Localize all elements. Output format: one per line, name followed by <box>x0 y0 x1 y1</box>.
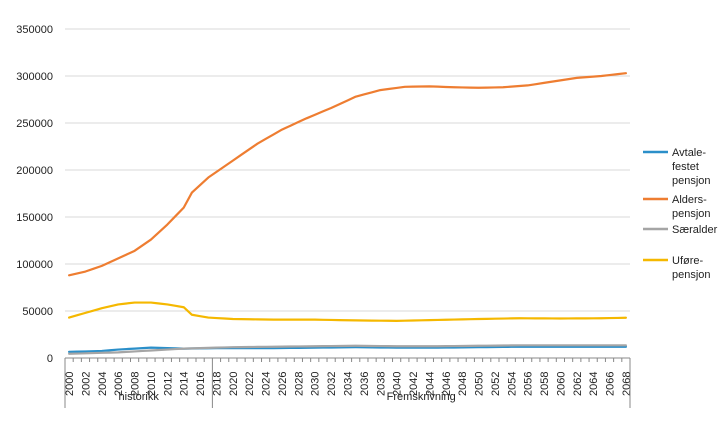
x-tick-label: 2018 <box>211 372 223 396</box>
x-tick-label: 2048 <box>457 372 469 396</box>
x-tick-label: 2066 <box>605 372 617 396</box>
x-tick-label: 2036 <box>359 372 371 396</box>
x-tick-label: 2068 <box>621 372 633 396</box>
x-tick-label: 2038 <box>375 372 387 396</box>
legend-label: Avtale- <box>672 147 706 159</box>
x-tick-label: 2046 <box>441 372 453 396</box>
legend-label: Uføre- <box>672 255 704 267</box>
x-tick-label: 2044 <box>424 372 436 396</box>
y-tick-label: 100000 <box>16 259 53 271</box>
gridlines <box>65 28 630 312</box>
x-tick-label: 2004 <box>97 372 109 396</box>
x-tick-label: 2012 <box>162 372 174 396</box>
y-tick-label: 0 <box>47 353 53 365</box>
legend: Avtale-festetpensjonAlders-pensjonSærald… <box>643 147 718 281</box>
legend-label: Særalder <box>672 224 718 236</box>
y-tick-label: 200000 <box>16 165 53 177</box>
legend-item-uføre-pensjon: Uføre-pensjon <box>643 255 711 281</box>
series-line-alders-pensjon <box>67 72 628 277</box>
y-tick-label: 150000 <box>16 212 53 224</box>
x-tick-label: 2032 <box>326 372 338 396</box>
x-tick-label: 2000 <box>64 372 76 396</box>
legend-label: festet <box>672 161 699 173</box>
y-axis: 0 50000 100000 150000 200000 250000 300000 3500… <box>16 24 53 365</box>
series-lines <box>67 72 628 355</box>
y-tick-label: 250000 <box>16 118 53 130</box>
x-tick-label: 2006 <box>113 372 125 396</box>
x-tick-label: 2050 <box>474 372 486 396</box>
x-tick-label: 2060 <box>555 372 567 396</box>
x-axis: 2000 2002 2004 2006 2008 2010 2012 2014 2016 2018… <box>64 357 633 396</box>
x-tick-label: 2056 <box>523 372 535 396</box>
x-tick-label: 2040 <box>392 372 404 396</box>
y-tick-label: 300000 <box>16 71 53 83</box>
group-label-historikk: historikk <box>119 391 160 403</box>
legend-label: pensjon <box>672 175 711 187</box>
y-tick-label: 350000 <box>16 24 53 36</box>
x-tick-label: 2008 <box>130 372 142 396</box>
x-tick-label: 2062 <box>572 372 584 396</box>
x-tick-label: 2034 <box>343 372 355 396</box>
legend-item-særalder: Særalder <box>643 224 718 236</box>
x-tick-label: 2052 <box>490 372 502 396</box>
series-line-særalder <box>67 344 628 355</box>
x-group-labels: historikk Fremskrivning <box>64 362 631 408</box>
x-tick-label: 2054 <box>506 372 518 396</box>
group-label-fremskrivning: Fremskrivning <box>387 391 456 403</box>
x-tick-label: 2058 <box>539 372 551 396</box>
legend-label: Alders- <box>672 194 707 206</box>
y-tick-label: 50000 <box>22 306 53 318</box>
x-tick-label: 2028 <box>293 372 305 396</box>
x-tick-label: 2042 <box>408 372 420 396</box>
x-tick-label: 2024 <box>261 372 273 396</box>
legend-label: pensjon <box>672 269 711 281</box>
x-tick-label: 2030 <box>310 372 322 396</box>
x-tick-label: 2016 <box>195 372 207 396</box>
legend-item-alders-pensjon: Alders-pensjon <box>643 194 711 220</box>
x-tick-label: 2002 <box>80 372 92 396</box>
x-tick-label: 2014 <box>179 372 191 396</box>
legend-label: pensjon <box>672 208 711 220</box>
x-tick-label: 2064 <box>588 372 600 396</box>
x-tick-label: 2026 <box>277 372 289 396</box>
x-tick-label: 2010 <box>146 372 158 396</box>
legend-item-avtale-festet-pensjon: Avtale-festet pensjon <box>643 147 711 187</box>
series-line-avtale-festet-pensjon <box>67 345 628 353</box>
series-line-uføre-pensjon <box>67 301 628 322</box>
x-tick-label: 2022 <box>244 372 256 396</box>
x-tick-label: 2020 <box>228 372 240 396</box>
